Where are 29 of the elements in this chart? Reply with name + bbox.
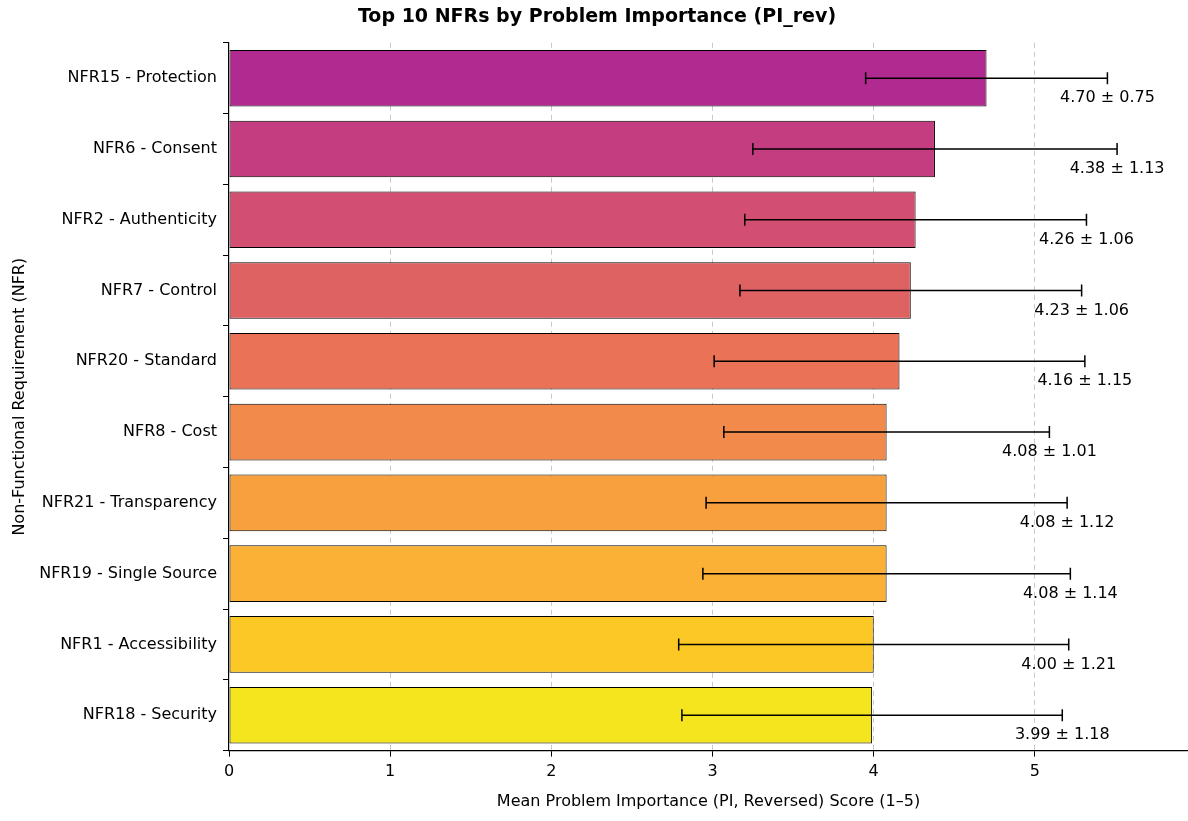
annotation: 4.26 ± 1.06	[1039, 228, 1134, 248]
y-tick-label: NFR2 - Authenticity	[61, 208, 218, 228]
annotation: 4.08 ± 1.14	[1022, 582, 1118, 602]
y-tick-label: NFR19 - Single Source	[39, 562, 218, 582]
annotation: 4.38 ± 1.13	[1069, 158, 1165, 178]
annotation: 3.99 ± 1.18	[1014, 724, 1110, 744]
y-tick-label: NFR21 - Transparency	[41, 492, 218, 512]
annotation: 4.23 ± 1.06	[1034, 299, 1130, 319]
annotation: 4.16 ± 1.15	[1037, 370, 1133, 390]
y-axis-title: Non-Functional Requirement (NFR)	[8, 257, 28, 536]
y-tick-label: NFR15 - Protection	[67, 67, 218, 87]
y-tick-label: NFR6 - Consent	[92, 138, 218, 158]
annotation: 4.00 ± 1.21	[1021, 653, 1117, 673]
annotation: 4.70 ± 0.75	[1060, 87, 1155, 107]
x-tick-label: 2	[546, 761, 557, 781]
y-tick-label: NFR8 - Cost	[123, 421, 218, 441]
annotation: 4.08 ± 1.12	[1019, 512, 1115, 532]
y-tick-label: NFR18 - Security	[82, 704, 218, 724]
chart-title: Top 10 NFRs by Problem Importance (PI_rev)	[357, 4, 837, 28]
x-tick-label: 3	[707, 761, 718, 781]
y-tick-label: NFR7 - Control	[100, 279, 218, 299]
y-tick-label: NFR20 - Standard	[75, 350, 218, 370]
annotation: 4.08 ± 1.01	[1001, 441, 1097, 461]
y-tick-label: NFR1 - Accessibility	[60, 633, 218, 653]
x-tick-label: 1	[385, 761, 396, 781]
x-tick-label: 0	[223, 761, 235, 781]
x-tick-label: 5	[1029, 761, 1040, 781]
x-axis-title: Mean Problem Importance (PI, Reversed) Score (1–5)	[496, 790, 921, 810]
x-tick-label: 4	[868, 761, 879, 781]
